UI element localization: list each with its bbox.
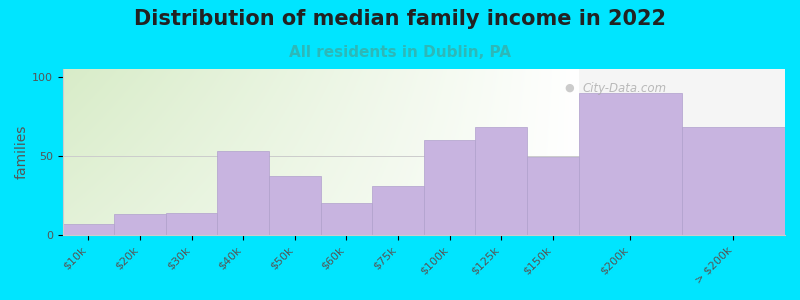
- Bar: [424, 140, 475, 235]
- Text: City-Data.com: City-Data.com: [582, 82, 667, 95]
- Text: Distribution of median family income in 2022: Distribution of median family income in …: [134, 9, 666, 29]
- Bar: [578, 93, 682, 235]
- Bar: [114, 214, 166, 235]
- Bar: [62, 224, 114, 235]
- Bar: [372, 186, 424, 235]
- Text: ●: ●: [565, 82, 574, 92]
- Bar: [321, 203, 372, 235]
- Bar: [578, 69, 785, 235]
- Y-axis label: families: families: [15, 125, 29, 179]
- Bar: [682, 128, 785, 235]
- Bar: [475, 128, 527, 235]
- Text: All residents in Dublin, PA: All residents in Dublin, PA: [289, 45, 511, 60]
- Bar: [527, 158, 578, 235]
- Bar: [218, 151, 269, 235]
- Bar: [269, 176, 321, 235]
- Bar: [166, 213, 218, 235]
